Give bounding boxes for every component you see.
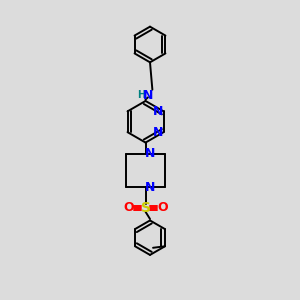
Text: N: N: [153, 126, 164, 139]
Text: S: S: [140, 201, 151, 215]
Text: N: N: [153, 105, 164, 118]
Text: H: H: [137, 90, 145, 100]
Text: N: N: [145, 181, 155, 194]
Text: O: O: [123, 202, 134, 214]
Text: O: O: [158, 202, 168, 214]
Text: N: N: [143, 88, 153, 101]
Text: N: N: [145, 147, 155, 161]
